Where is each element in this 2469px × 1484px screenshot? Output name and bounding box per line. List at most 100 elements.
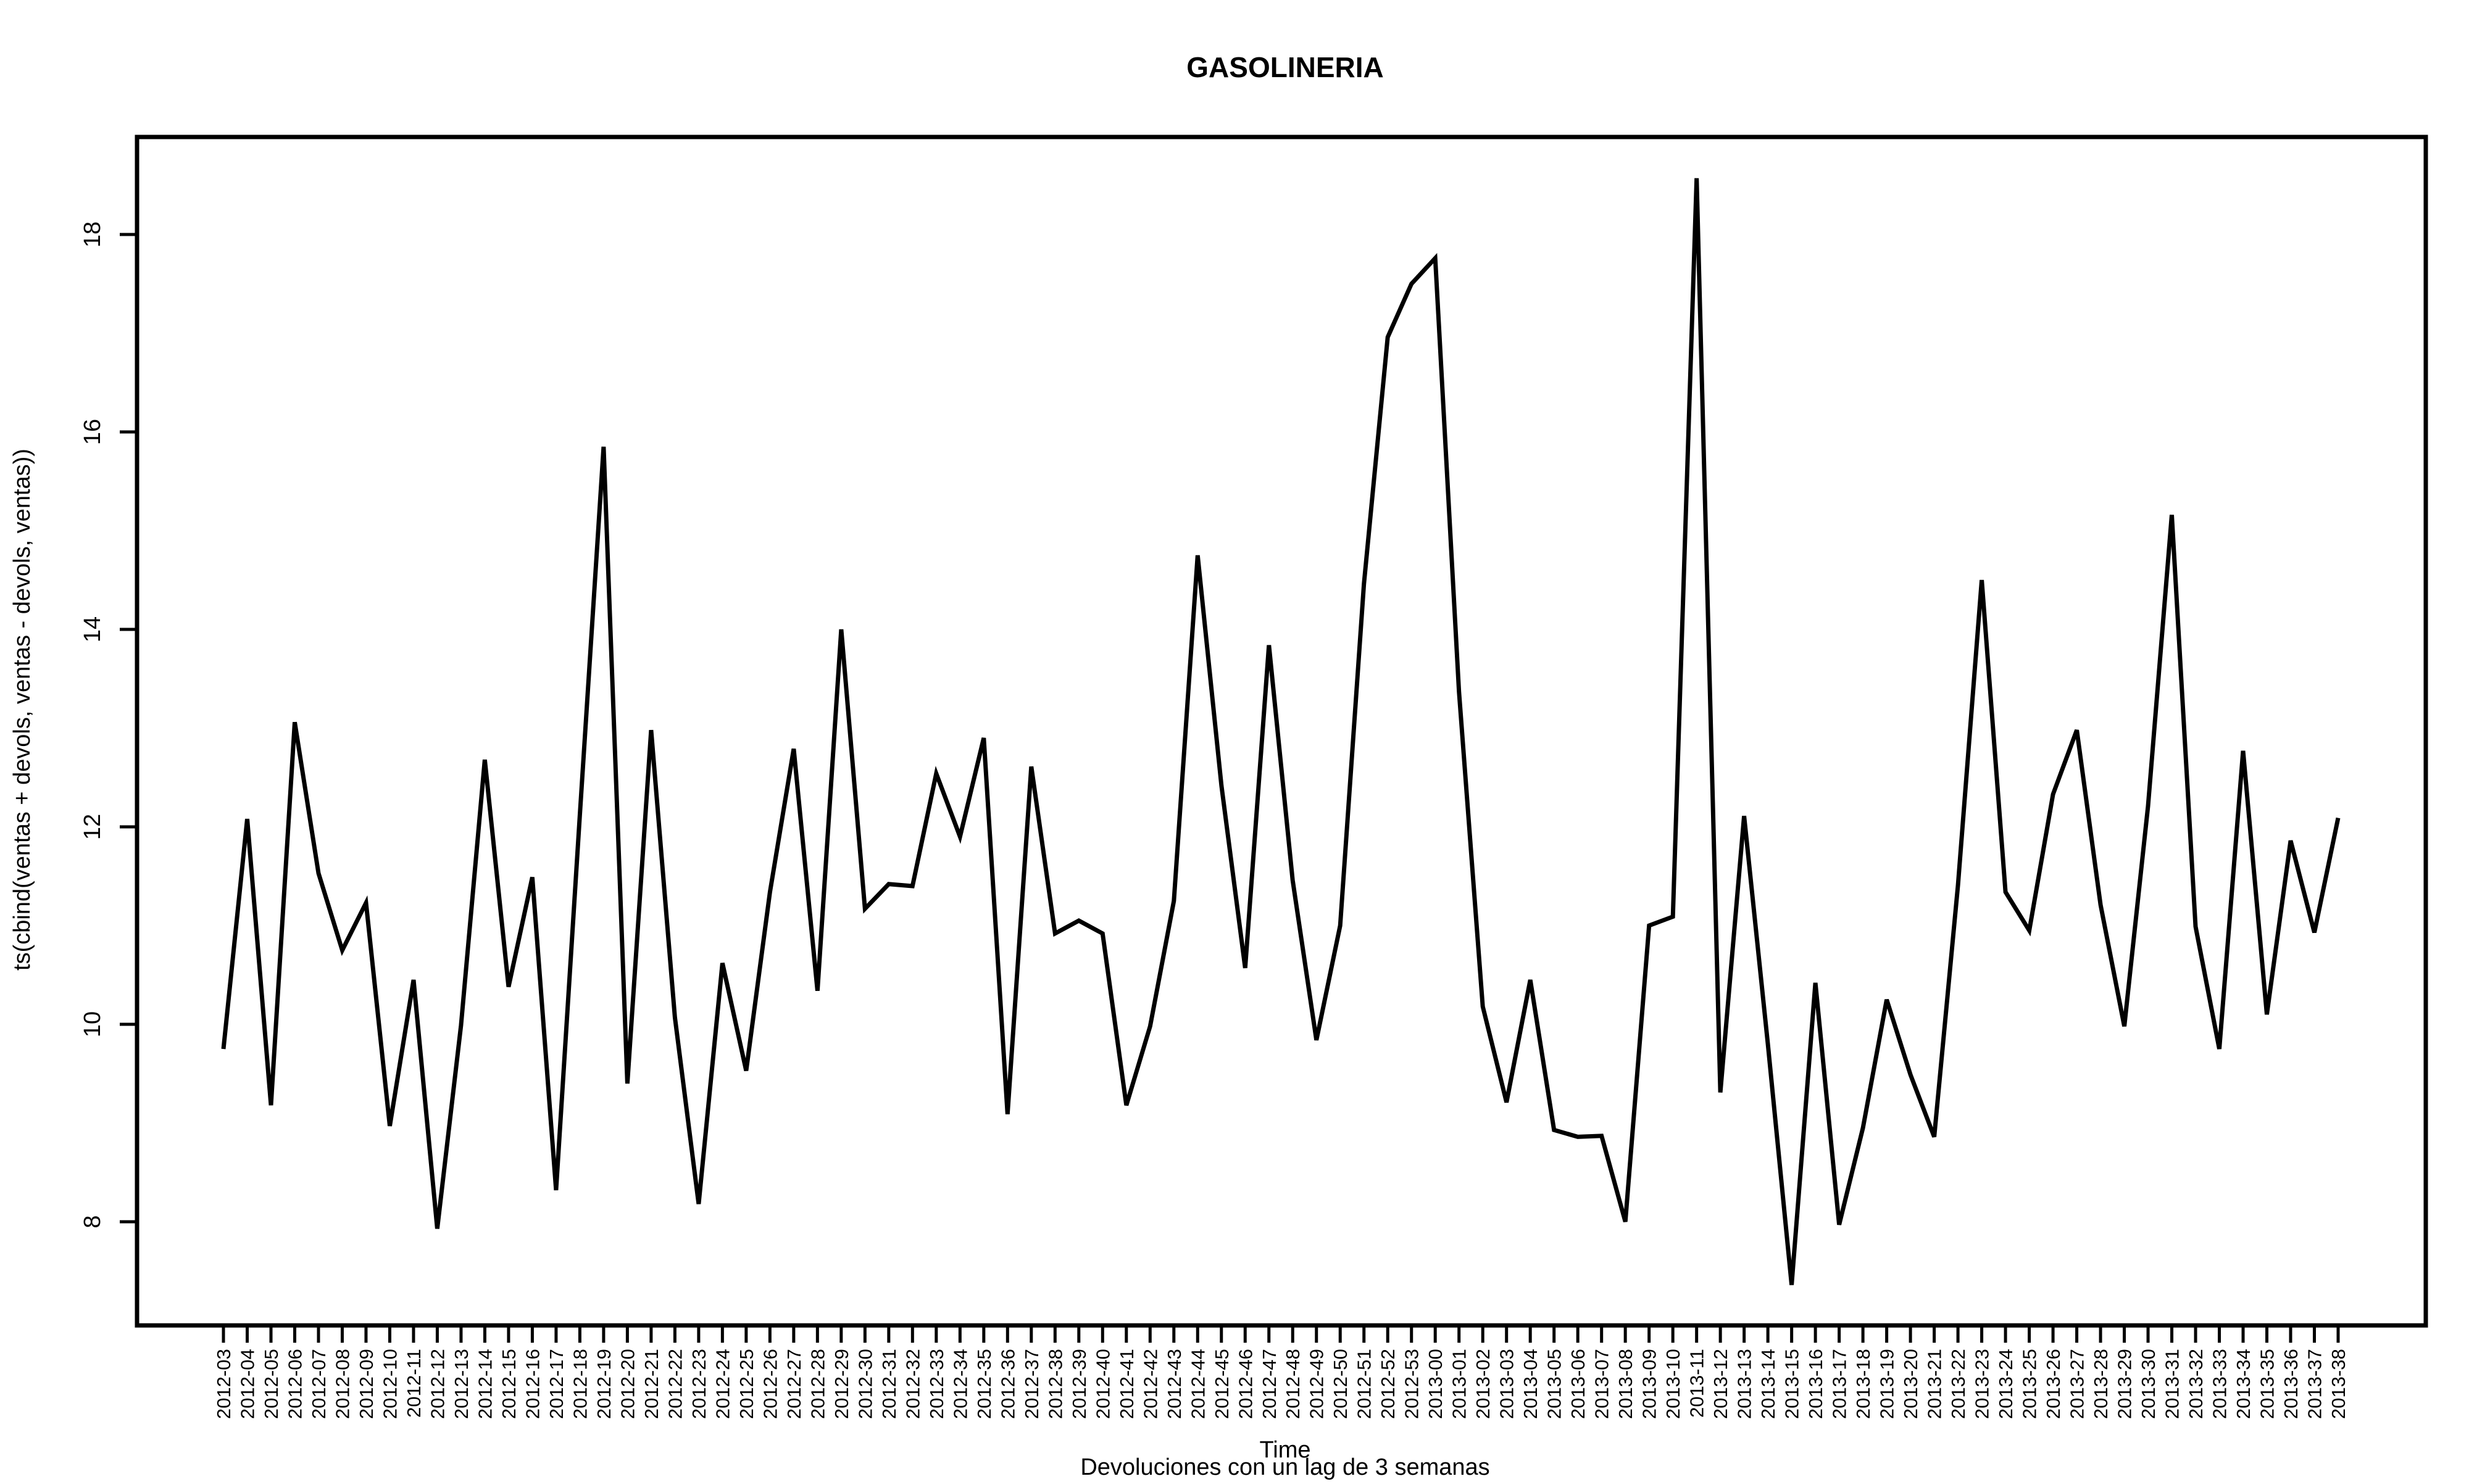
x-tick-label: 2013-12	[1710, 1349, 1731, 1419]
x-tick-label: 2012-36	[997, 1349, 1018, 1419]
x-tick-label: 2013-22	[1947, 1349, 1969, 1419]
x-tick-label: 2012-17	[546, 1349, 567, 1419]
x-tick-label: 2013-34	[2233, 1349, 2254, 1419]
x-tick-label: 2012-47	[1259, 1349, 1280, 1419]
x-tick-label: 2012-35	[973, 1349, 995, 1419]
y-axis: 8 10 12 14 16 18	[80, 222, 137, 1229]
y-tick-label: 14	[80, 616, 106, 642]
x-tick-label: 2013-09	[1639, 1349, 1660, 1419]
x-tick-label: 2012-30	[854, 1349, 876, 1419]
x-tick-label: 2012-06	[284, 1349, 306, 1419]
y-tick-label: 10	[80, 1011, 106, 1037]
y-tick-label: 18	[80, 222, 106, 247]
x-tick-label: 2013-35	[2257, 1349, 2278, 1419]
x-tick-label: 2012-34	[949, 1349, 971, 1419]
x-tick-label: 2012-11	[403, 1349, 425, 1417]
x-tick-label: 2013-08	[1615, 1349, 1636, 1419]
x-tick-label: 2012-05	[260, 1349, 282, 1419]
x-tick-label: 2012-37	[1021, 1349, 1043, 1419]
x-tick-label: 2012-15	[498, 1349, 520, 1419]
x-tick-label: 2013-15	[1781, 1349, 1803, 1419]
x-tick-label: 2012-07	[308, 1349, 330, 1419]
x-tick-label: 2013-02	[1472, 1349, 1494, 1419]
x-tick-label: 2013-27	[2067, 1349, 2088, 1419]
x-tick-label: 2013-33	[2209, 1349, 2231, 1419]
chart-subtitle: Devoluciones con un lag de 3 semanas	[1080, 1454, 1489, 1480]
x-tick-label: 2012-03	[213, 1349, 235, 1419]
x-tick-label: 2013-01	[1449, 1349, 1470, 1419]
x-tick-label: 2012-27	[783, 1349, 805, 1419]
x-tick-label: 2013-11	[1686, 1349, 1708, 1417]
x-tick-label: 2012-45	[1211, 1349, 1233, 1419]
x-tick-label: 2013-07	[1591, 1349, 1613, 1419]
x-tick-label: 2012-50	[1330, 1349, 1351, 1419]
x-tick-label: 2012-29	[831, 1349, 852, 1419]
x-axis: 2012-03 2012-04 2012-05 2012-06 2012-07 2012-…	[213, 1325, 2349, 1419]
x-tick-label: 2012-42	[1139, 1349, 1161, 1419]
x-tick-label: 2013-19	[1876, 1349, 1898, 1419]
x-tick-label: 2013-04	[1520, 1349, 1541, 1419]
x-tick-label: 2013-28	[2090, 1349, 2112, 1419]
x-tick-label: 2012-23	[688, 1349, 710, 1419]
x-tick-label: 2013-16	[1805, 1349, 1826, 1419]
x-tick-label: 2013-37	[2304, 1349, 2326, 1419]
x-tick-label: 2013-25	[2019, 1349, 2041, 1419]
x-tick-label: 2012-10	[379, 1349, 401, 1419]
x-tick-label: 2012-28	[807, 1349, 828, 1419]
x-tick-label: 2012-19	[593, 1349, 615, 1419]
x-tick-label: 2012-20	[617, 1349, 638, 1419]
x-tick-label: 2012-09	[356, 1349, 377, 1419]
x-tick-label: 2013-06	[1567, 1349, 1589, 1419]
plot-frame	[135, 135, 2428, 1328]
y-tick-label: 12	[80, 814, 106, 840]
x-tick-label: 2013-05	[1544, 1349, 1565, 1419]
x-tick-label: 2012-25	[736, 1349, 757, 1419]
series-layer	[221, 178, 2341, 1285]
x-axis-label: Time	[1259, 1437, 1310, 1463]
x-tick-label: 2013-17	[1829, 1349, 1851, 1419]
x-tick-label: 2012-22	[664, 1349, 686, 1419]
x-tick-label: 2012-12	[427, 1349, 448, 1419]
x-tick-label: 2012-13	[451, 1349, 472, 1419]
x-tick-label: 2013-38	[2328, 1349, 2349, 1419]
x-tick-label: 2012-52	[1377, 1349, 1399, 1419]
x-tick-label: 2012-26	[759, 1349, 781, 1419]
x-tick-label: 2013-13	[1734, 1349, 1755, 1419]
x-tick-label: 2013-32	[2185, 1349, 2207, 1419]
x-tick-label: 2012-40	[1092, 1349, 1114, 1419]
series-line	[221, 178, 2341, 1285]
x-tick-label: 2012-44	[1187, 1349, 1209, 1419]
y-tick-label: 16	[80, 419, 106, 445]
x-tick-label: 2012-33	[926, 1349, 947, 1419]
x-tick-label: 2013-24	[1995, 1349, 2017, 1419]
x-tick-label: 2012-49	[1306, 1349, 1328, 1419]
x-tick-label: 2013-00	[1425, 1349, 1446, 1419]
x-tick-label: 2013-18	[1852, 1349, 1874, 1419]
x-tick-label: 2012-53	[1401, 1349, 1423, 1419]
x-tick-label: 2013-14	[1757, 1349, 1779, 1419]
x-tick-label: 2013-03	[1496, 1349, 1518, 1419]
x-tick-label: 2013-36	[2280, 1349, 2302, 1419]
x-tick-label: 2012-24	[712, 1349, 733, 1419]
x-tick-label: 2012-31	[878, 1349, 900, 1419]
x-tick-label: 2013-29	[2114, 1349, 2136, 1419]
x-tick-label: 2012-48	[1282, 1349, 1304, 1419]
x-tick-label: 2012-39	[1068, 1349, 1090, 1419]
x-tick-label: 2012-21	[641, 1349, 662, 1419]
x-tick-label: 2012-18	[569, 1349, 591, 1419]
chart-title: GASOLINERIA	[1186, 51, 1383, 83]
x-tick-label: 2012-51	[1354, 1349, 1375, 1419]
x-tick-label: 2012-04	[236, 1349, 258, 1419]
x-tick-label: 2013-20	[1900, 1349, 1921, 1419]
y-tick-label: 8	[80, 1215, 106, 1228]
x-tick-label: 2013-23	[1971, 1349, 1993, 1419]
x-tick-label: 2013-21	[1924, 1349, 1946, 1419]
x-tick-label: 2013-10	[1662, 1349, 1684, 1419]
x-tick-label: 2012-32	[902, 1349, 923, 1419]
x-tick-label: 2012-43	[1164, 1349, 1185, 1419]
x-tick-label: 2012-14	[474, 1349, 496, 1419]
y-axis-label: ts(cbind(ventas + devols, ventas - devol…	[9, 449, 35, 971]
